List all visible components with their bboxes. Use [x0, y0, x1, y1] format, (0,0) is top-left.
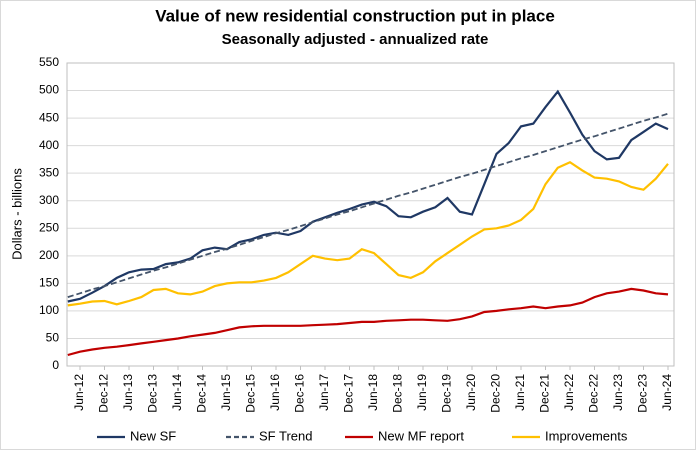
chart-subtitle: Seasonally adjusted - annualized rate — [222, 31, 489, 48]
x-tick-label: Jun-17 — [317, 374, 331, 411]
legend-label: New MF report — [378, 428, 464, 443]
x-tick-label: Dec-17 — [342, 374, 356, 413]
x-tick-label: Dec-20 — [489, 374, 503, 413]
y-tick-label: 300 — [39, 193, 59, 207]
x-tick-label: Jun-19 — [415, 374, 429, 411]
y-tick-label: 50 — [46, 331, 60, 345]
x-tick-label: Dec-15 — [244, 374, 258, 413]
x-tick-label: Jun-21 — [513, 374, 527, 411]
y-tick-label: 0 — [52, 358, 59, 372]
y-tick-label: 500 — [39, 83, 59, 97]
y-tick-label: 450 — [39, 110, 59, 124]
series-line — [67, 160, 669, 307]
x-tick-label: Jun-15 — [219, 374, 233, 411]
x-tick-label: Dec-21 — [538, 374, 552, 413]
y-tick-label: 150 — [39, 276, 59, 290]
x-tick-label: Jun-16 — [268, 374, 282, 411]
y-tick-label: 200 — [39, 248, 59, 262]
x-tick-label: Jun-24 — [660, 374, 674, 411]
x-tick-label: Jun-22 — [562, 374, 576, 411]
series-line — [67, 112, 669, 298]
x-tick-label: Jun-12 — [72, 374, 86, 411]
chart-title: Value of new residential construction pu… — [155, 6, 555, 25]
x-tick-label: Jun-14 — [170, 374, 184, 411]
x-tick-label: Dec-16 — [293, 374, 307, 413]
x-tick-label: Jun-23 — [611, 374, 625, 411]
y-tick-label: 100 — [39, 303, 59, 317]
x-tick-label: Jun-18 — [366, 374, 380, 411]
legend-label: Improvements — [545, 428, 628, 443]
series-line — [67, 89, 669, 303]
x-tick-label: Dec-18 — [391, 374, 405, 413]
x-tick-label: Dec-19 — [440, 374, 454, 413]
x-tick-label: Dec-12 — [97, 374, 111, 413]
y-tick-label: 250 — [39, 220, 59, 234]
legend-label: New SF — [130, 428, 176, 443]
legend-label: SF Trend — [259, 428, 312, 443]
x-tick-label: Dec-13 — [146, 374, 160, 413]
x-tick-label: Jun-13 — [121, 374, 135, 411]
x-tick-label: Dec-22 — [587, 374, 601, 413]
y-tick-label: 550 — [39, 55, 59, 69]
x-tick-label: Dec-23 — [636, 374, 650, 413]
x-tick-label: Dec-14 — [195, 374, 209, 413]
y-tick-label: 400 — [39, 138, 59, 152]
series-line — [67, 287, 669, 357]
y-tick-label: 350 — [39, 165, 59, 179]
plot-border — [66, 62, 675, 367]
x-tick-label: Jun-20 — [464, 374, 478, 411]
y-axis-label: Dollars - billions — [9, 168, 24, 260]
